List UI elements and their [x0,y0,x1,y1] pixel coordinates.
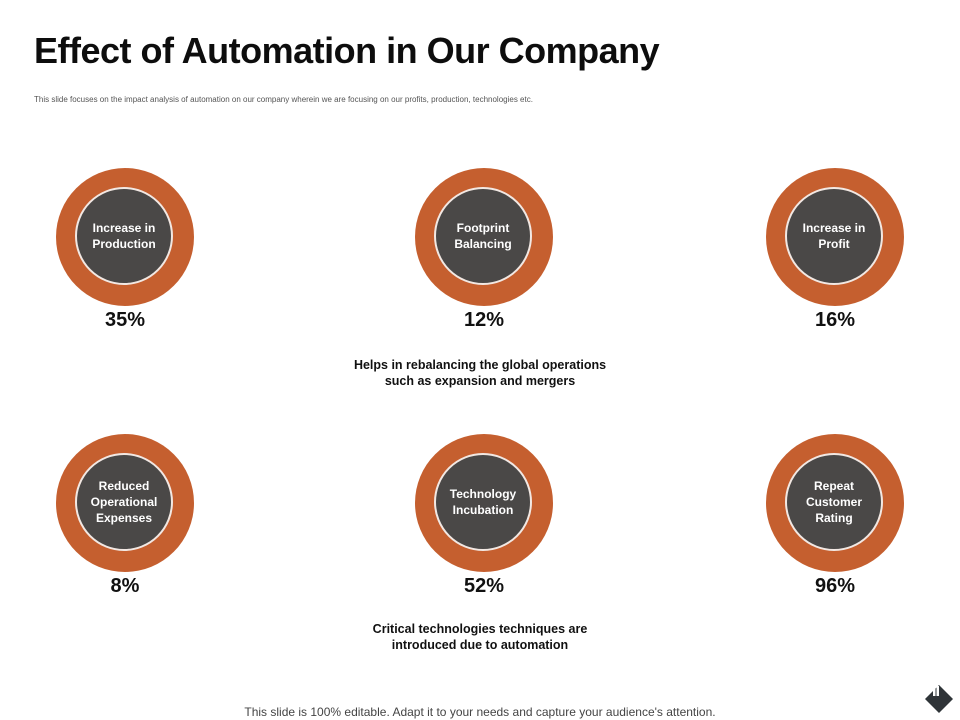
metric-footprint: Footprint Balancing [414,168,554,306]
metric-rating: Repeat Customer Rating [765,434,905,572]
metric-value: 8% [110,575,140,597]
metric-technology: Technology Incubation [414,434,554,572]
metric-ring: Increase in Profit [766,168,904,306]
metric-profit: Increase in Profit [765,168,905,306]
footer-text: This slide is 100% editable. Adapt it to… [244,705,716,719]
technology-note: Critical technologies techniques are int… [372,622,588,652]
metric-ring: Technology Incubation [415,434,553,572]
metric-value: 12% [463,309,505,331]
metric-value: 16% [814,309,856,331]
slide-title: Effect of Automation in Our Company [34,30,660,71]
metric-label: Increase in Production [75,187,173,285]
metric-value: 35% [104,309,146,331]
metric-value: 96% [814,575,856,597]
metric-ring: Reduced Operational Expenses [56,434,194,572]
slide-subtitle: This slide focuses on the impact analysi… [34,95,533,104]
metric-ring: Increase in Production [56,168,194,306]
footprint-note: Helps in rebalancing the global operatio… [353,358,607,388]
metric-label: Increase in Profit [785,187,883,285]
metric-expenses: Reduced Operational Expenses [55,434,195,572]
metric-value: 52% [463,575,505,597]
diamond-icon[interactable] [924,684,954,714]
metric-label: Reduced Operational Expenses [75,453,173,551]
metric-production: Increase in Production [55,168,195,306]
metric-label: Technology Incubation [434,453,532,551]
metric-ring: Footprint Balancing [415,168,553,306]
metric-label: Repeat Customer Rating [785,453,883,551]
metric-label: Footprint Balancing [434,187,532,285]
metric-ring: Repeat Customer Rating [766,434,904,572]
